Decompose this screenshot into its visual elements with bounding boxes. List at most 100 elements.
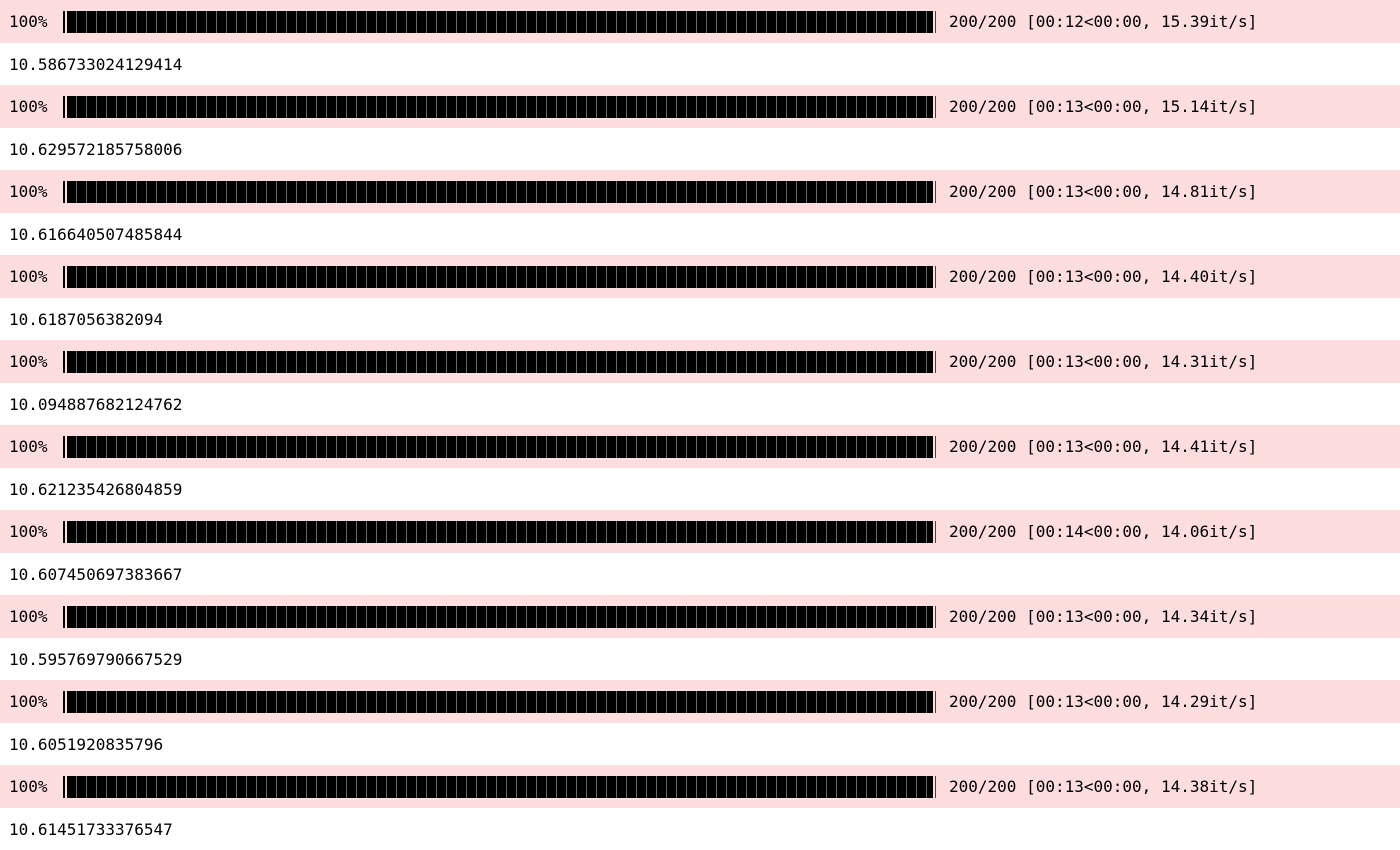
output-cell: 100% 200/200 [00:14<00:00, 14.06it/s] 10.6… [0, 510, 1400, 595]
progress-bar-track [67, 180, 933, 203]
progress-bar-left-edge [63, 520, 65, 543]
printed-result: 10.094887682124762 [0, 383, 1400, 425]
progress-bar-row: 100% 200/200 [00:12<00:00, 15.39it/s] [0, 0, 1400, 43]
progress-bar-track [67, 690, 933, 713]
progress-bar-right-edge [935, 605, 936, 628]
progress-bar-fill [67, 435, 933, 458]
progress-bar-track [67, 775, 933, 798]
progress-percent: 100% [9, 607, 48, 626]
progress-bar-left-edge [63, 350, 65, 373]
progress-bar-fill [67, 265, 933, 288]
output-cell: 100% 200/200 [00:13<00:00, 14.38it/s] 10.6… [0, 765, 1400, 850]
progress-count: 200/200 [949, 182, 1017, 201]
progress-stats: 200/200 [00:13<00:00, 14.38it/s] [936, 777, 1257, 796]
progress-count: 200/200 [949, 522, 1017, 541]
progress-timing: [00:14<00:00, 14.06it/s] [1026, 522, 1258, 541]
progress-timing: [00:13<00:00, 14.31it/s] [1026, 352, 1258, 371]
progress-bar-row: 100% 200/200 [00:13<00:00, 14.29it/s] [0, 680, 1400, 723]
progress-bar-right-edge [935, 265, 936, 288]
progress-stats: 200/200 [00:12<00:00, 15.39it/s] [936, 12, 1257, 31]
progress-stats: 200/200 [00:14<00:00, 14.06it/s] [936, 522, 1257, 541]
progress-timing: [00:13<00:00, 14.81it/s] [1026, 182, 1258, 201]
output-cell: 100% 200/200 [00:13<00:00, 14.31it/s] 10.0… [0, 340, 1400, 425]
printed-result: 10.586733024129414 [0, 43, 1400, 85]
progress-count: 200/200 [949, 97, 1017, 116]
printed-result: 10.61451733376547 [0, 808, 1400, 850]
progress-bar-left-edge [63, 605, 65, 628]
progress-bar-left-edge [63, 775, 65, 798]
printed-result: 10.6187056382094 [0, 298, 1400, 340]
progress-bar-fill [67, 95, 933, 118]
progress-count: 200/200 [949, 607, 1017, 626]
progress-percent: 100% [9, 267, 48, 286]
progress-bar-right-edge [935, 435, 936, 458]
progress-bar-fill [67, 690, 933, 713]
printed-result: 10.621235426804859 [0, 468, 1400, 510]
progress-bar-right-edge [935, 10, 936, 33]
progress-percent: 100% [9, 437, 48, 456]
progress-bar-row: 100% 200/200 [00:13<00:00, 14.34it/s] [0, 595, 1400, 638]
progress-count: 200/200 [949, 267, 1017, 286]
progress-count: 200/200 [949, 437, 1017, 456]
progress-bar-fill [67, 605, 933, 628]
progress-timing: [00:13<00:00, 14.29it/s] [1026, 692, 1258, 711]
progress-bar-row: 100% 200/200 [00:13<00:00, 14.31it/s] [0, 340, 1400, 383]
progress-stats: 200/200 [00:13<00:00, 14.41it/s] [936, 437, 1257, 456]
progress-bar-right-edge [935, 690, 936, 713]
output-cell: 100% 200/200 [00:13<00:00, 14.40it/s] 10.6… [0, 255, 1400, 340]
progress-bar-row: 100% 200/200 [00:14<00:00, 14.06it/s] [0, 510, 1400, 553]
output-cell: 100% 200/200 [00:13<00:00, 14.41it/s] 10.6… [0, 425, 1400, 510]
progress-percent: 100% [9, 12, 48, 31]
progress-bar-fill [67, 350, 933, 373]
progress-bar-right-edge [935, 520, 936, 543]
progress-bar-left-edge [63, 690, 65, 713]
progress-bar-left-edge [63, 435, 65, 458]
output-cell: 100% 200/200 [00:13<00:00, 14.34it/s] 10.5… [0, 595, 1400, 680]
output-cell: 100% 200/200 [00:13<00:00, 14.81it/s] 10.6… [0, 170, 1400, 255]
printed-result: 10.595769790667529 [0, 638, 1400, 680]
progress-bar-right-edge [935, 775, 936, 798]
output-cell: 100% 200/200 [00:12<00:00, 15.39it/s] 10.5… [0, 0, 1400, 85]
progress-bar-right-edge [935, 350, 936, 373]
progress-stats: 200/200 [00:13<00:00, 14.29it/s] [936, 692, 1257, 711]
progress-stats: 200/200 [00:13<00:00, 14.31it/s] [936, 352, 1257, 371]
progress-count: 200/200 [949, 352, 1017, 371]
progress-bar-track [67, 10, 933, 33]
printed-result: 10.629572185758006 [0, 128, 1400, 170]
printed-result: 10.607450697383667 [0, 553, 1400, 595]
progress-bar-row: 100% 200/200 [00:13<00:00, 15.14it/s] [0, 85, 1400, 128]
progress-count: 200/200 [949, 12, 1017, 31]
progress-percent: 100% [9, 182, 48, 201]
printed-result: 10.6051920835796 [0, 723, 1400, 765]
progress-count: 200/200 [949, 692, 1017, 711]
progress-bar-row: 100% 200/200 [00:13<00:00, 14.38it/s] [0, 765, 1400, 808]
progress-timing: [00:13<00:00, 15.14it/s] [1026, 97, 1258, 116]
progress-percent: 100% [9, 352, 48, 371]
progress-percent: 100% [9, 777, 48, 796]
progress-bar-left-edge [63, 265, 65, 288]
progress-bar-row: 100% 200/200 [00:13<00:00, 14.40it/s] [0, 255, 1400, 298]
progress-bar-fill [67, 180, 933, 203]
progress-stats: 200/200 [00:13<00:00, 14.34it/s] [936, 607, 1257, 626]
progress-bar-right-edge [935, 95, 936, 118]
progress-timing: [00:13<00:00, 14.41it/s] [1026, 437, 1258, 456]
progress-bar-track [67, 435, 933, 458]
progress-percent: 100% [9, 97, 48, 116]
progress-bar-left-edge [63, 95, 65, 118]
progress-percent: 100% [9, 522, 48, 541]
progress-bar-right-edge [935, 180, 936, 203]
progress-bar-fill [67, 520, 933, 543]
progress-bar-left-edge [63, 180, 65, 203]
progress-stats: 200/200 [00:13<00:00, 15.14it/s] [936, 97, 1257, 116]
progress-count: 200/200 [949, 777, 1017, 796]
progress-timing: [00:13<00:00, 14.34it/s] [1026, 607, 1258, 626]
progress-percent: 100% [9, 692, 48, 711]
progress-stats: 200/200 [00:13<00:00, 14.40it/s] [936, 267, 1257, 286]
progress-bar-track [67, 520, 933, 543]
progress-bar-left-edge [63, 10, 65, 33]
progress-timing: [00:13<00:00, 14.38it/s] [1026, 777, 1258, 796]
progress-bar-track [67, 605, 933, 628]
progress-bar-fill [67, 775, 933, 798]
progress-bar-track [67, 95, 933, 118]
